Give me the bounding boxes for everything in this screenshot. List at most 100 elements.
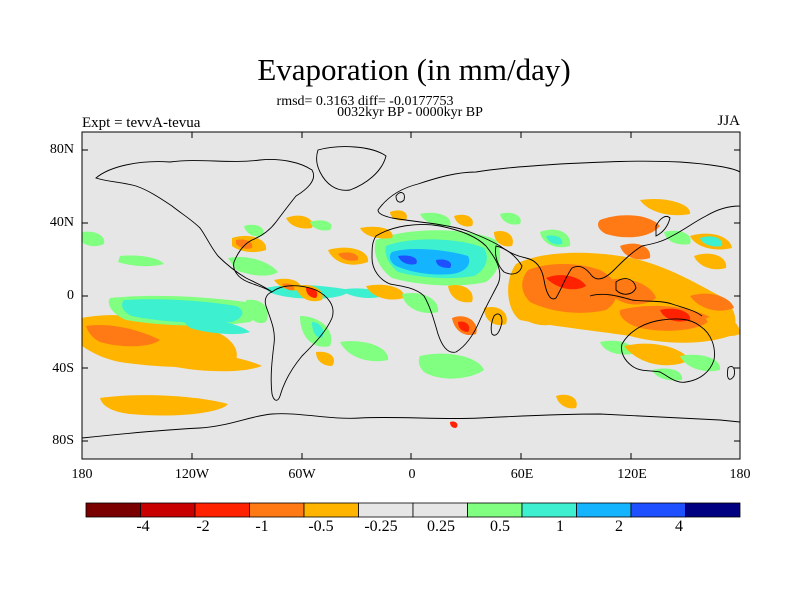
- colorbar-label: -2: [196, 518, 210, 535]
- anomaly-region: [246, 299, 268, 324]
- lon-tick-120w: 120W: [174, 467, 210, 482]
- coastline-arabia: [495, 245, 523, 275]
- coastline-borneo: [615, 278, 637, 295]
- anomaly-region: [86, 324, 160, 347]
- anomaly-region: [244, 224, 264, 237]
- anomaly-region: [556, 394, 577, 409]
- map-title: Evaporation (in mm/day): [257, 52, 571, 87]
- period-text: 0032kyr BP - 0000kyr BP: [337, 105, 483, 120]
- anomaly-region: [700, 236, 723, 247]
- anomaly-region: [660, 308, 691, 322]
- coastline-indonesia: [589, 293, 703, 317]
- anomaly-region: [640, 198, 691, 216]
- anomaly-region: [664, 230, 691, 245]
- anomaly-region: [418, 353, 484, 379]
- anomaly-region: [600, 278, 656, 305]
- anomaly-region: [360, 226, 393, 239]
- anomaly-region: [620, 243, 651, 260]
- anomaly-region: [82, 231, 105, 247]
- anomaly-region: [546, 275, 586, 290]
- colorbar-swatch: [194, 502, 250, 518]
- anomaly-region: [366, 284, 405, 300]
- anomaly-region: [306, 287, 318, 298]
- season-label: JJA: [717, 113, 740, 129]
- lat-tick-40n: 40N: [49, 215, 74, 230]
- anomaly-region: [338, 252, 359, 261]
- anomaly-region: [180, 318, 250, 335]
- coastline-australia: [621, 318, 715, 383]
- colorbar-label: -0.5: [308, 518, 334, 535]
- coastline-africa: [371, 224, 501, 353]
- colorbar-swatch: [685, 502, 741, 518]
- anomaly-region: [484, 306, 507, 326]
- colorbar-label: 1: [556, 518, 564, 535]
- anomaly-region: [286, 215, 313, 229]
- colorbar-label: -1: [255, 518, 269, 535]
- anomaly-region: [600, 340, 633, 355]
- anomaly-region: [500, 212, 521, 225]
- lon-tick-120e: 120E: [617, 467, 647, 482]
- colorbar-swatch: [412, 502, 468, 518]
- lat-tick-0: 0: [67, 288, 74, 303]
- anomaly-region: [398, 255, 417, 265]
- anomaly-region: [619, 305, 712, 331]
- anomaly-region: [448, 284, 473, 303]
- axis-ticks: [82, 132, 740, 459]
- coastline-british-isles: [395, 192, 405, 203]
- anomaly-region: [160, 351, 262, 372]
- anomaly-region: [118, 255, 164, 267]
- lon-tick-180e: 180: [729, 467, 751, 482]
- lat-tick-80n: 80N: [49, 142, 74, 157]
- anomaly-region: [458, 321, 470, 332]
- lat-tick-80s: 80S: [52, 433, 74, 448]
- anomaly-region: [494, 230, 513, 247]
- anomaly-region: [680, 354, 721, 372]
- anomaly-region: [690, 293, 734, 311]
- colorbar-swatch: [467, 502, 523, 518]
- anomaly-region: [694, 253, 727, 270]
- anomaly-region: [340, 341, 389, 362]
- anomaly-region: [454, 214, 473, 227]
- coastline-greenland: [316, 146, 387, 191]
- colorbar: [85, 502, 741, 518]
- anomaly-region: [316, 351, 335, 366]
- anomaly-region: [624, 343, 690, 366]
- colorbar-swatch: [85, 502, 141, 518]
- anomaly-region: [100, 395, 228, 416]
- anomaly-region: [122, 299, 243, 323]
- colorbar-swatch: [140, 502, 196, 518]
- colorbar-swatch: [249, 502, 305, 518]
- coastline-antarctica: [82, 413, 740, 439]
- colorbar-label: 0.5: [490, 518, 510, 535]
- colorbar-label: 4: [675, 518, 683, 535]
- colorbar-label: -0.25: [364, 518, 398, 535]
- coastline-japan: [655, 215, 671, 237]
- lon-tick-60w: 60W: [288, 467, 316, 482]
- anomaly-region: [389, 249, 470, 275]
- lat-tick-40s: 40S: [52, 361, 74, 376]
- coastline-madagascar: [490, 313, 503, 336]
- anomaly-region: [450, 421, 458, 428]
- colorbar-label: 2: [615, 518, 623, 535]
- lon-tick-180w: 180: [71, 467, 93, 482]
- lon-tick-60e: 60E: [510, 467, 534, 482]
- anomaly-region: [310, 220, 332, 231]
- coastline-north-america: [95, 159, 314, 293]
- evaporation-anomaly-field: [82, 198, 740, 428]
- anomaly-region: [546, 235, 563, 245]
- colorbar-swatch: [303, 502, 359, 518]
- anomaly-region: [420, 212, 451, 227]
- colorbar-swatch: [358, 502, 414, 518]
- coastlines: [82, 146, 740, 439]
- anomaly-region: [598, 215, 660, 238]
- coastline-south-america: [264, 285, 334, 401]
- coastline-new-zealand: [727, 365, 735, 380]
- anomaly-region: [312, 322, 324, 338]
- stats-text: rmsd= 0.3163 diff= -0.0177753: [276, 94, 454, 109]
- experiment-label: Expt = tevvA-tevua: [82, 115, 201, 131]
- colorbar-label: 0.25: [427, 518, 455, 535]
- anomaly-region: [282, 283, 295, 291]
- anomaly-region: [516, 308, 555, 326]
- colorbar-swatch: [576, 502, 632, 518]
